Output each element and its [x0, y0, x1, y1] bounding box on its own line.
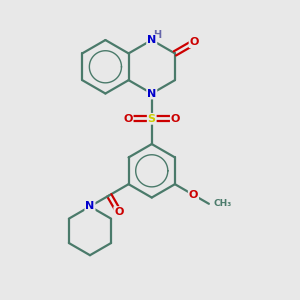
Text: O: O — [189, 190, 198, 200]
Text: CH₃: CH₃ — [213, 199, 232, 208]
Text: O: O — [171, 114, 180, 124]
Text: H: H — [153, 30, 161, 40]
Text: N: N — [147, 88, 156, 98]
Text: N: N — [85, 202, 94, 212]
Text: S: S — [148, 114, 156, 124]
Text: O: O — [114, 207, 124, 217]
Text: O: O — [190, 37, 199, 47]
Text: N: N — [147, 35, 156, 45]
Text: O: O — [123, 114, 133, 124]
